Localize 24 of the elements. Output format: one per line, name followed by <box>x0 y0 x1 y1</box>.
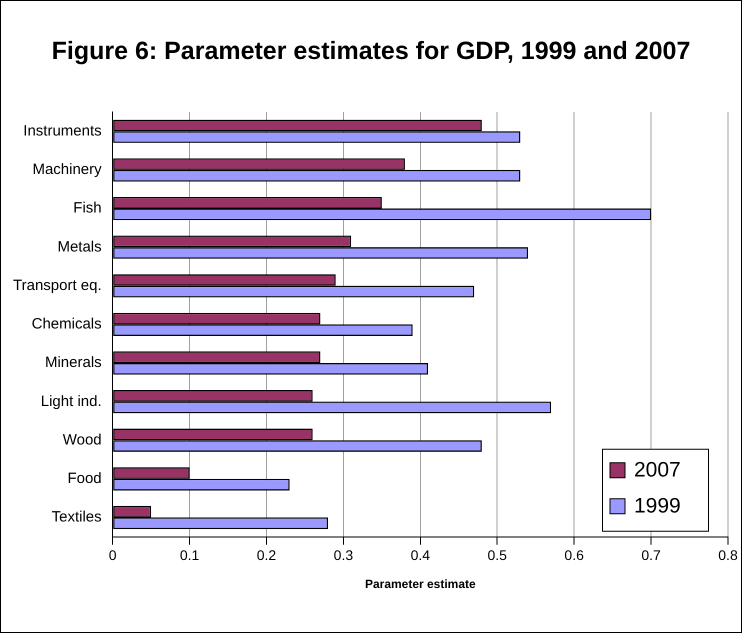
y-tick-label: Textiles <box>52 508 102 526</box>
x-axis-title: Parameter estimate <box>364 577 476 592</box>
x-tick-label: 0.3 <box>334 547 354 564</box>
x-tick-label: 0 <box>108 547 117 564</box>
y-tick-label: Light ind. <box>40 392 102 410</box>
y-tick-label: Fish <box>73 200 102 217</box>
y-tick-label: Wood <box>62 431 102 448</box>
y-tick-label: Transport eq. <box>12 276 102 294</box>
y-tick-label: Machinery <box>32 161 102 178</box>
x-tick-label: 0.1 <box>180 547 200 564</box>
x-tick-label: 0.8 <box>718 547 738 564</box>
x-tick-label: 0.5 <box>488 547 508 564</box>
y-tick-label: Instruments <box>23 122 102 140</box>
y-tick-label: Minerals <box>44 354 102 372</box>
legend-label: 1999 <box>634 494 681 518</box>
legend-label: 2007 <box>634 458 681 482</box>
x-tick-label: 0.4 <box>410 547 430 564</box>
y-tick-label: Metals <box>57 238 102 256</box>
x-tick-label: 0.2 <box>256 547 276 564</box>
x-tick-label: 0.7 <box>641 547 662 564</box>
chart-title: Figure 6: Parameter estimates for GDP, 1999 and 2007 <box>50 36 692 67</box>
y-tick-label: Food <box>67 470 102 488</box>
x-tick-label: 0.6 <box>564 547 584 564</box>
y-tick-label: Chemicals <box>32 316 102 333</box>
